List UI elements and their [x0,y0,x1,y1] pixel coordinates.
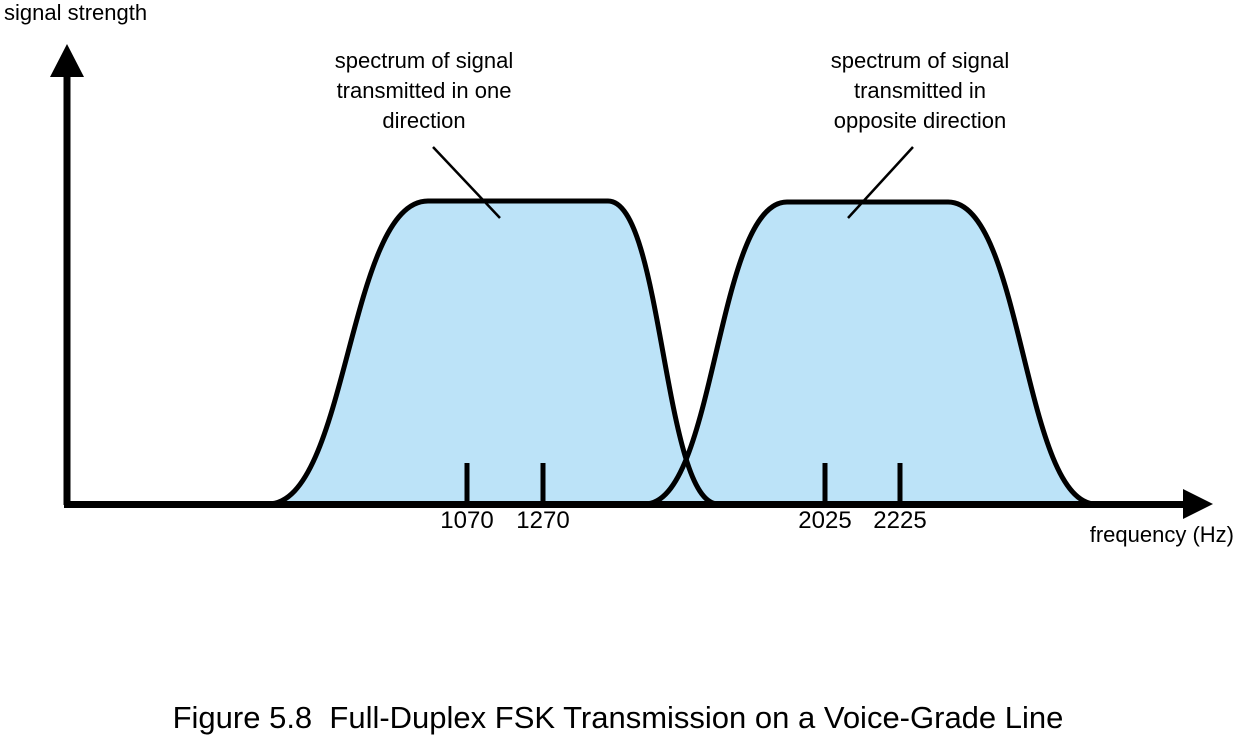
spectrum-right-fill [645,202,1096,504]
spectrum-left-fill [268,201,718,504]
y-axis-label: signal strength [4,0,148,25]
leader-line-right [847,146,914,219]
y-axis-arrowhead [50,44,84,77]
tick-label-2225: 2225 [873,507,927,534]
figure-caption: Figure 5.8 Full-Duplex FSK Transmission … [172,700,1064,735]
tick-label-2025: 2025 [798,507,852,534]
spectrum-left-outline [265,198,721,507]
tick-label-1070: 1070 [440,507,494,534]
leader-line-left [432,146,501,219]
x-axis-arrowhead [1183,489,1213,519]
annotation-left-spectrum: spectrum of signal transmitted in one di… [334,48,514,133]
tick-label-1270: 1270 [516,507,570,534]
x-axis-label: frequency (Hz) [1089,522,1234,547]
annotation-right-spectrum: spectrum of signal transmitted in opposi… [830,48,1010,133]
spectrum-right-outline [642,199,1099,507]
